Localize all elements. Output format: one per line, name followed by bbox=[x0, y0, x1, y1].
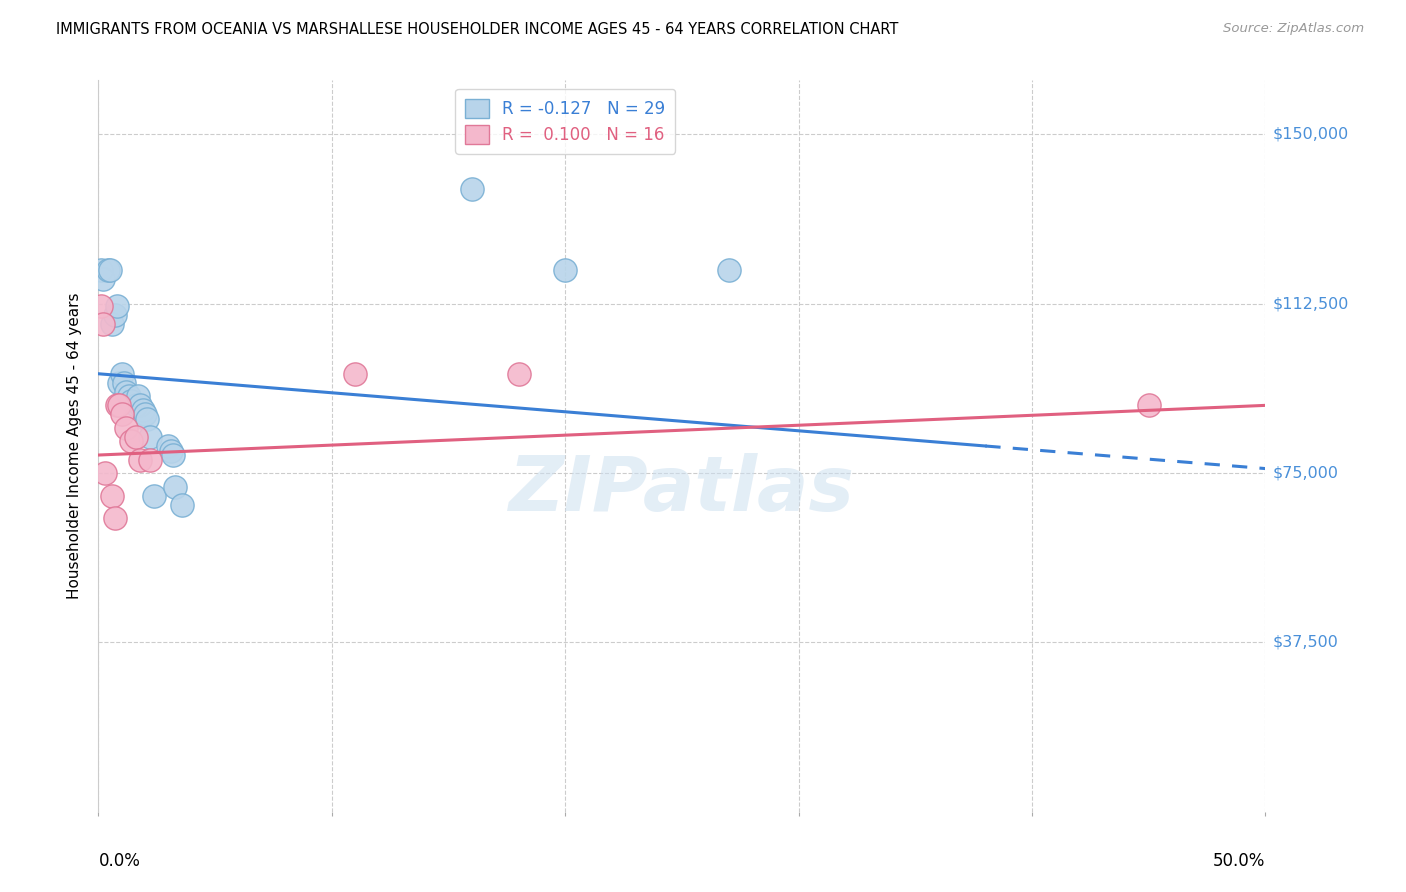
Point bbox=[344, 367, 367, 381]
Point bbox=[162, 448, 184, 462]
Point bbox=[105, 398, 128, 412]
Point bbox=[461, 181, 484, 195]
Point bbox=[143, 489, 166, 503]
Point bbox=[125, 398, 148, 412]
Point bbox=[104, 511, 127, 525]
Point bbox=[134, 408, 156, 422]
Point bbox=[508, 367, 530, 381]
Point bbox=[98, 263, 121, 277]
Text: $37,500: $37,500 bbox=[1272, 635, 1339, 650]
Point bbox=[132, 403, 155, 417]
Text: 50.0%: 50.0% bbox=[1213, 852, 1265, 870]
Text: 0.0%: 0.0% bbox=[98, 852, 141, 870]
Point bbox=[157, 439, 180, 453]
Point bbox=[165, 480, 187, 494]
Point bbox=[111, 408, 134, 422]
Text: ZIPatlas: ZIPatlas bbox=[509, 453, 855, 527]
Point bbox=[129, 452, 152, 467]
Point bbox=[115, 384, 138, 399]
Point bbox=[111, 367, 134, 381]
Point bbox=[101, 489, 124, 503]
Text: IMMIGRANTS FROM OCEANIA VS MARSHALLESE HOUSEHOLDER INCOME AGES 45 - 64 YEARS COR: IMMIGRANTS FROM OCEANIA VS MARSHALLESE H… bbox=[56, 22, 898, 37]
Point bbox=[125, 430, 148, 444]
Text: $112,500: $112,500 bbox=[1272, 296, 1348, 311]
Point bbox=[136, 412, 159, 426]
Point bbox=[94, 466, 117, 480]
Point bbox=[717, 263, 740, 277]
Text: $150,000: $150,000 bbox=[1272, 127, 1348, 142]
Point bbox=[115, 421, 138, 435]
Point bbox=[139, 430, 162, 444]
Point bbox=[159, 443, 181, 458]
Text: $75,000: $75,000 bbox=[1272, 466, 1339, 481]
Point bbox=[108, 398, 131, 412]
Point bbox=[97, 263, 120, 277]
Text: Source: ZipAtlas.com: Source: ZipAtlas.com bbox=[1223, 22, 1364, 36]
Point bbox=[104, 308, 127, 322]
Point bbox=[118, 389, 141, 403]
Point bbox=[101, 317, 124, 331]
Point bbox=[129, 398, 152, 412]
Point bbox=[90, 299, 112, 313]
Point bbox=[127, 389, 149, 403]
Y-axis label: Householder Income Ages 45 - 64 years: Householder Income Ages 45 - 64 years bbox=[67, 293, 83, 599]
Point bbox=[112, 376, 135, 390]
Point bbox=[554, 263, 576, 277]
Point bbox=[91, 317, 114, 331]
Point bbox=[139, 452, 162, 467]
Point bbox=[91, 272, 114, 286]
Point bbox=[120, 434, 142, 449]
Legend: Immigrants from Oceania, Marshallese: Immigrants from Oceania, Marshallese bbox=[479, 886, 884, 892]
Point bbox=[90, 263, 112, 277]
Point bbox=[1137, 398, 1160, 412]
Point bbox=[120, 393, 142, 408]
Point bbox=[108, 376, 131, 390]
Point bbox=[172, 498, 194, 512]
Point bbox=[105, 299, 128, 313]
